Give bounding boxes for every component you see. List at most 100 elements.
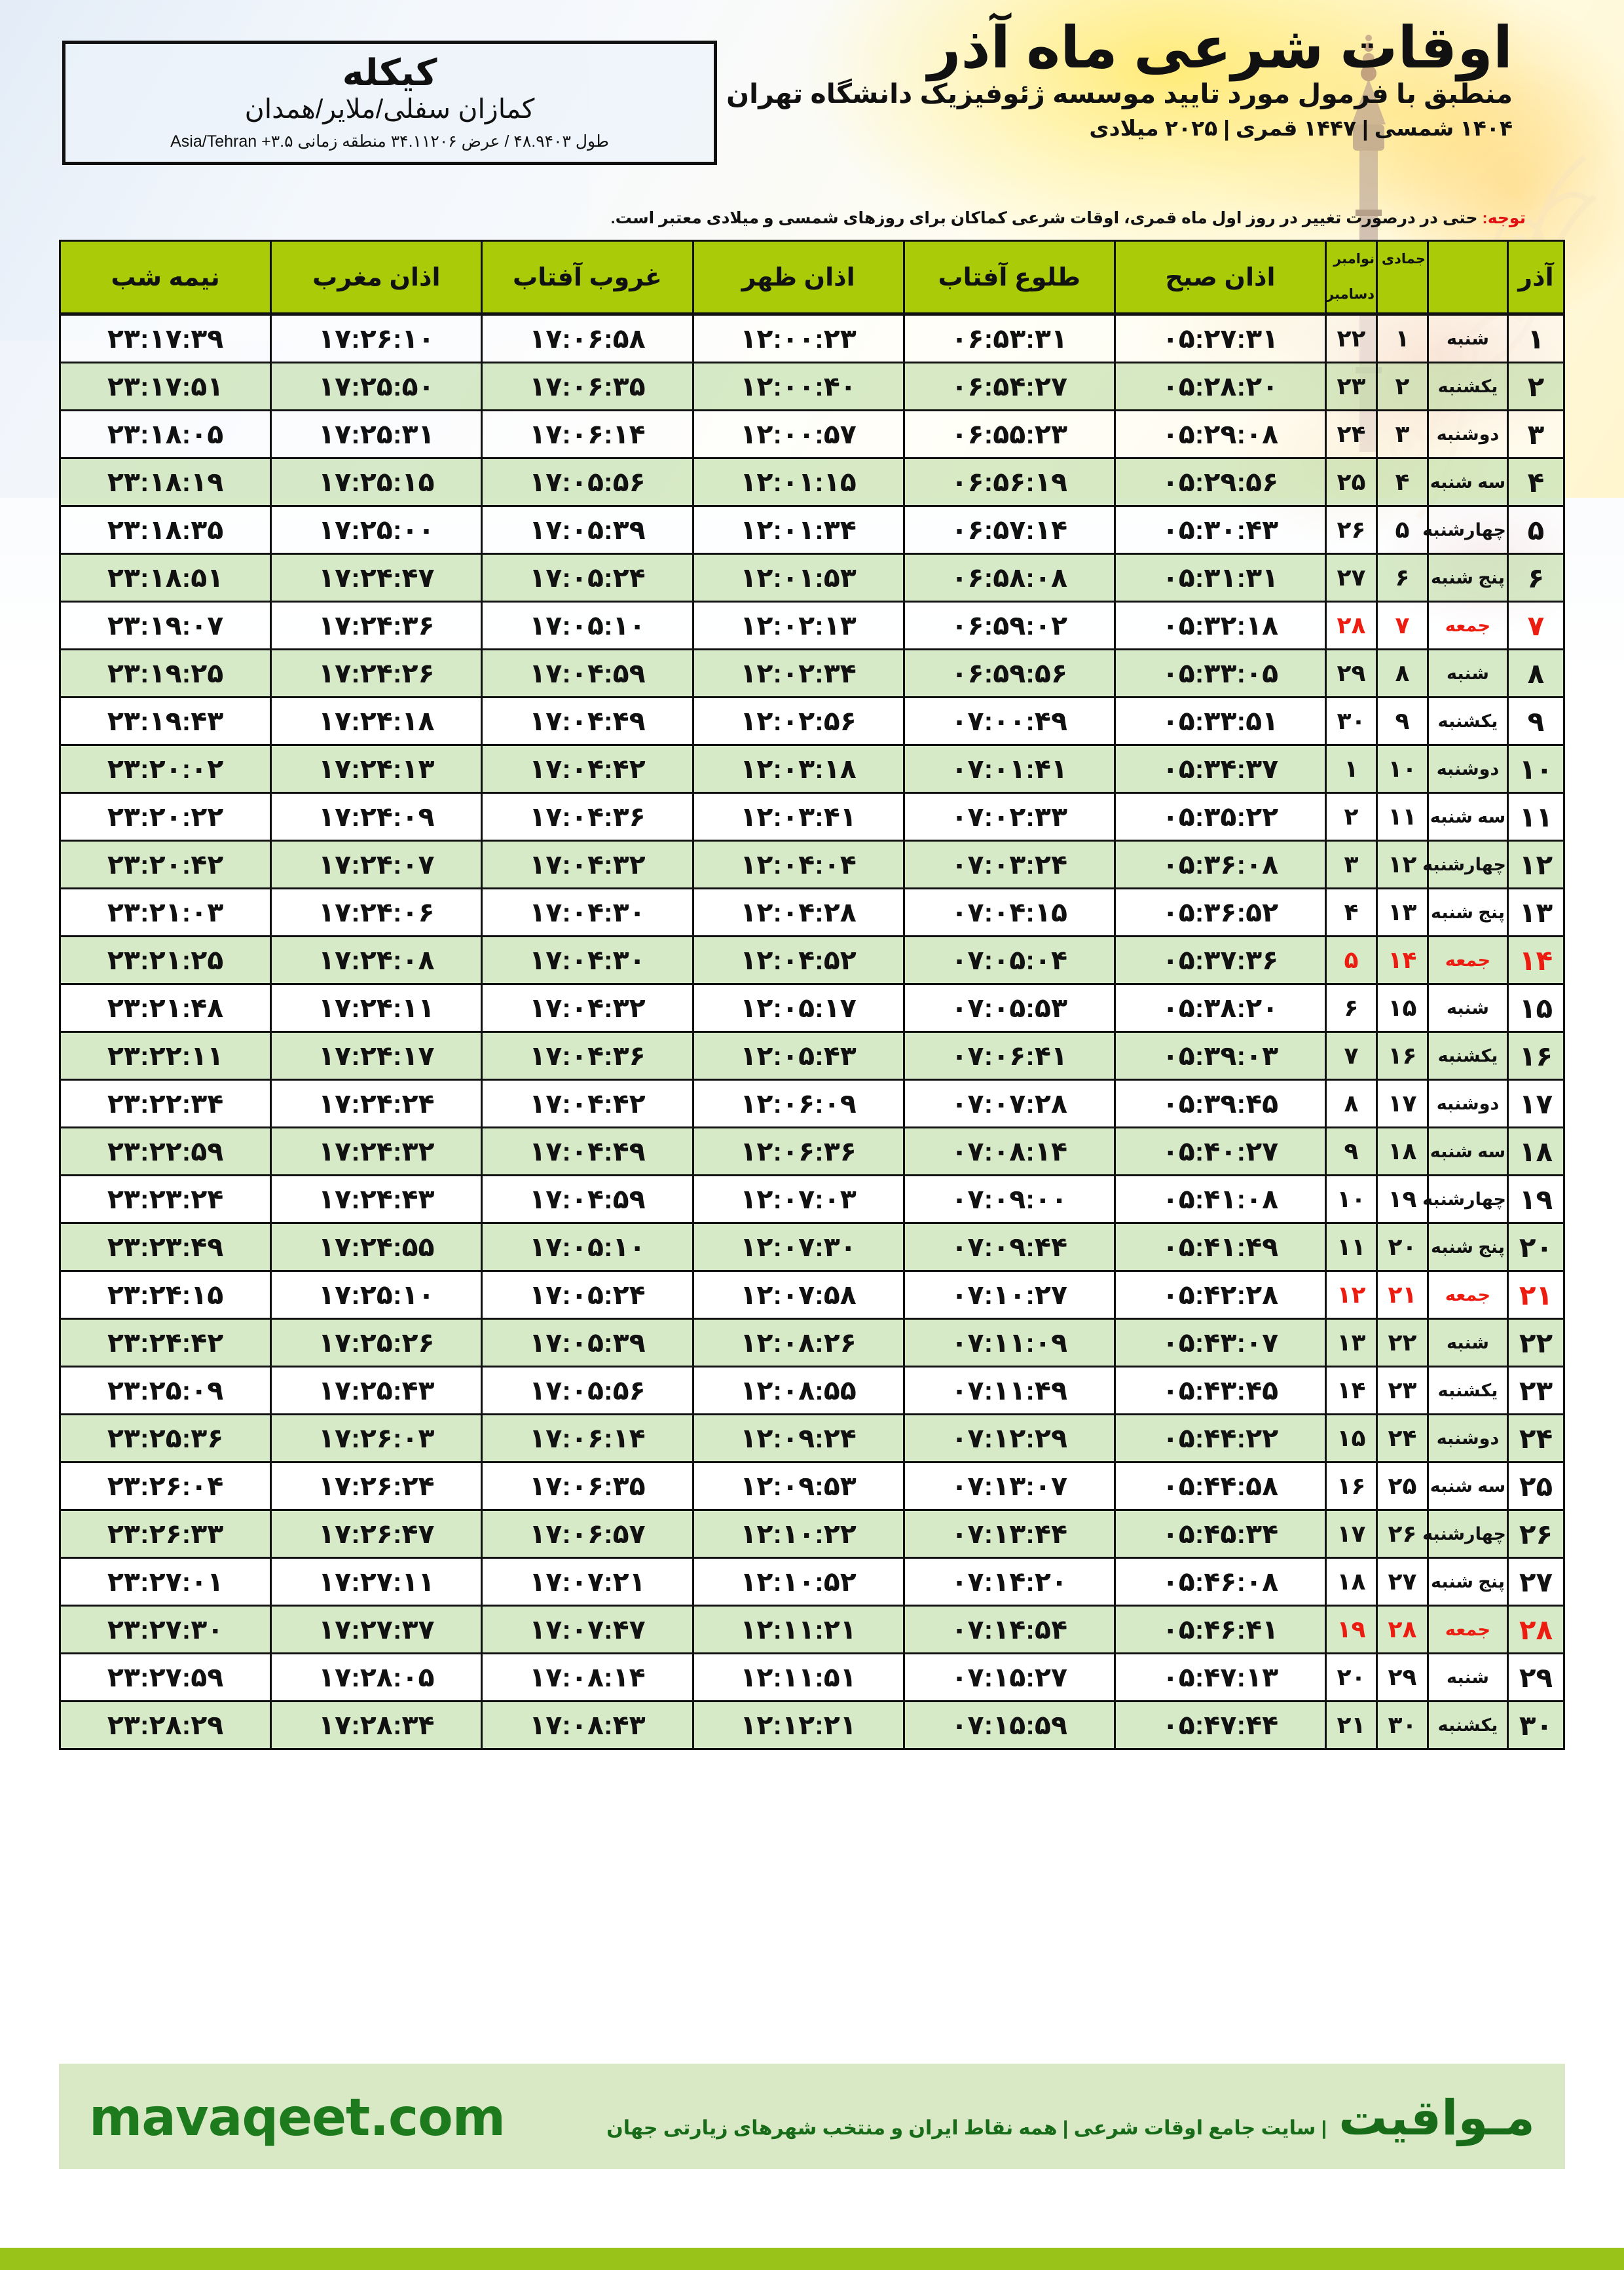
- table-cell-fajr: ۰۵:۴۰:۲۷: [1113, 1126, 1327, 1176]
- table-row[interactable]: ۱۰ دوشنبه ۱۰ ۱ ۰۵:۳۴:۳۷ ۰۷:۰۱:۴۱ ۱۲:۰۳:۱۸ ۱۷:۰۴…: [58, 744, 1565, 794]
- table-cell-sunrise: ۰۷:۰۰:۴۹: [902, 696, 1116, 746]
- table-cell-dhuhr: ۱۲:۰۱:۱۵: [692, 457, 905, 507]
- table-row[interactable]: ۸ شنبه ۸ ۲۹ ۰۵:۳۳:۰۵ ۰۶:۵۹:۵۶ ۱۲:۰۲:۳۴ ۱۷:۰۴:۵۹…: [58, 648, 1565, 698]
- col-header-sunset[interactable]: غروب آفتاب: [481, 240, 694, 316]
- table-cell-midnight: ۲۳:۲۰:۰۲: [58, 744, 272, 794]
- table-row[interactable]: ۲۹ شنبه ۲۹ ۲۰ ۰۵:۴۷:۱۳ ۰۷:۱۵:۲۷ ۱۲:۱۱:۵۱ ۱۷:۰۸:…: [58, 1652, 1565, 1702]
- table-body: ۱ شنبه ۱ ۲۲ ۰۵:۲۷:۳۱ ۰۶:۵۳:۳۱ ۱۲:۰۰:۲۳ ۱۷:۰۶:۵۸…: [58, 313, 1565, 1750]
- table-row[interactable]: ۲۳ یکشنبه ۲۳ ۱۴ ۰۵:۴۳:۴۵ ۰۷:۱۱:۴۹ ۱۲:۰۸:۵۵ ۱۷:۰…: [58, 1366, 1565, 1415]
- table-cell-weekday: چهارشنبه: [1422, 1174, 1509, 1224]
- footer-tagline: | سایت جامع اوقات شرعی | همه نقاط ایران …: [606, 2117, 1327, 2139]
- col-header-weekday[interactable]: [1427, 240, 1509, 316]
- col-header-gregorian[interactable]: نوامبر دسامبر: [1325, 240, 1378, 316]
- table-row[interactable]: ۷ جمعه ۷ ۲۸ ۰۵:۳۲:۱۸ ۰۶:۵۹:۰۲ ۱۲:۰۲:۱۳ ۱۷:۰۵:۱۰…: [58, 601, 1565, 650]
- table-cell-azar-day: ۳۰: [1507, 1700, 1565, 1750]
- table-row[interactable]: ۲۴ دوشنبه ۲۴ ۱۵ ۰۵:۴۴:۲۲ ۰۷:۱۲:۲۹ ۱۲:۰۹:۲۴ ۱۷:۰…: [58, 1413, 1565, 1463]
- table-cell-sunrise: ۰۷:۱۳:۴۴: [902, 1509, 1116, 1559]
- table-cell-azar-day: ۶: [1507, 553, 1565, 603]
- col-header-fajr[interactable]: اذان صبح: [1113, 240, 1327, 316]
- table-row[interactable]: ۱۲ چهارشنبه ۱۲ ۳ ۰۵:۳۶:۰۸ ۰۷:۰۳:۲۴ ۱۲:۰۴:۰۴ ۱۷:…: [58, 840, 1565, 889]
- table-cell-azar-day: ۱۰: [1507, 744, 1565, 794]
- table-header-row: آذر جمادی الثانی نوامبر دسامبر: [58, 240, 1565, 316]
- table-cell-hijri-day: ۱۴: [1376, 935, 1429, 985]
- table-cell-hijri-day: ۱۷: [1376, 1079, 1429, 1128]
- table-cell-dhuhr: ۱۲:۱۱:۵۱: [692, 1652, 905, 1702]
- table-cell-gregorian-day: ۲۶: [1325, 505, 1378, 555]
- table-row[interactable]: ۲۸ جمعه ۲۸ ۱۹ ۰۵:۴۶:۴۱ ۰۷:۱۴:۵۴ ۱۲:۱۱:۲۱ ۱۷:۰۷:…: [58, 1605, 1565, 1654]
- table-cell-azar-day: ۴: [1507, 457, 1565, 507]
- table-cell-midnight: ۲۳:۲۸:۲۹: [58, 1700, 272, 1750]
- table-cell-maghrib: ۱۷:۲۵:۵۰: [270, 362, 483, 411]
- table-cell-dhuhr: ۱۲:۰۴:۵۲: [692, 935, 905, 985]
- table-cell-maghrib: ۱۷:۲۶:۰۳: [270, 1413, 483, 1463]
- table-row[interactable]: ۲ یکشنبه ۲ ۲۳ ۰۵:۲۸:۲۰ ۰۶:۵۴:۲۷ ۱۲:۰۰:۴۰ ۱۷:۰۶:…: [58, 362, 1565, 411]
- table-row[interactable]: ۳۰ یکشنبه ۳۰ ۲۱ ۰۵:۴۷:۴۴ ۰۷:۱۵:۵۹ ۱۲:۱۲:۲۱ ۱۷:۰…: [58, 1700, 1565, 1750]
- table-row[interactable]: ۹ یکشنبه ۹ ۳۰ ۰۵:۳۳:۵۱ ۰۷:۰۰:۴۹ ۱۲:۰۲:۵۶ ۱۷:۰۴:…: [58, 696, 1565, 746]
- table-cell-dhuhr: ۱۲:۰۲:۱۳: [692, 601, 905, 650]
- table-cell-sunrise: ۰۷:۰۶:۴۱: [902, 1031, 1116, 1081]
- table-row[interactable]: ۳ دوشنبه ۳ ۲۴ ۰۵:۲۹:۰۸ ۰۶:۵۵:۲۳ ۱۲:۰۰:۵۷ ۱۷:۰۶:…: [58, 409, 1565, 459]
- table-cell-dhuhr: ۱۲:۰۰:۴۰: [692, 362, 905, 411]
- table-cell-azar-day: ۲۹: [1507, 1652, 1565, 1702]
- table-cell-azar-day: ۱۱: [1507, 792, 1565, 842]
- table-row[interactable]: ۲۵ سه شنبه ۲۵ ۱۶ ۰۵:۴۴:۵۸ ۰۷:۱۳:۰۷ ۱۲:۰۹:۵۳ ۱۷:…: [58, 1461, 1565, 1511]
- table-cell-midnight: ۲۳:۱۹:۲۵: [58, 648, 272, 698]
- col-header-sunrise[interactable]: طلوع آفتاب: [902, 240, 1116, 316]
- col-header-azar[interactable]: آذر: [1507, 240, 1565, 316]
- table-row[interactable]: ۱۹ چهارشنبه ۱۹ ۱۰ ۰۵:۴۱:۰۸ ۰۷:۰۹:۰۰ ۱۲:۰۷:۰۳ ۱۷…: [58, 1174, 1565, 1224]
- table-row[interactable]: ۱ شنبه ۱ ۲۲ ۰۵:۲۷:۳۱ ۰۶:۵۳:۳۱ ۱۲:۰۰:۲۳ ۱۷:۰۶:۵۸…: [58, 313, 1565, 363]
- table-cell-sunset: ۱۷:۰۵:۵۶: [481, 1366, 694, 1415]
- col-header-dhuhr[interactable]: اذان ظهر: [692, 240, 905, 316]
- table-row[interactable]: ۱۸ سه شنبه ۱۸ ۹ ۰۵:۴۰:۲۷ ۰۷:۰۸:۱۴ ۱۲:۰۶:۳۶ ۱۷:۰…: [58, 1126, 1565, 1176]
- table-cell-hijri-day: ۲۶: [1376, 1509, 1429, 1559]
- footer-domain[interactable]: mavaqeet.com: [89, 2088, 506, 2148]
- col-header-maghrib[interactable]: اذان مغرب: [270, 240, 483, 316]
- table-cell-dhuhr: ۱۲:۱۰:۲۲: [692, 1509, 905, 1559]
- table-cell-sunrise: ۰۶:۵۹:۵۶: [902, 648, 1116, 698]
- table-cell-azar-day: ۵: [1507, 505, 1565, 555]
- table-row[interactable]: ۵ چهارشنبه ۵ ۲۶ ۰۵:۳۰:۴۳ ۰۶:۵۷:۱۴ ۱۲:۰۱:۳۴ ۱۷:۰…: [58, 505, 1565, 555]
- table-cell-midnight: ۲۳:۲۱:۲۵: [58, 935, 272, 985]
- table-cell-maghrib: ۱۷:۲۴:۰۶: [270, 887, 483, 937]
- table-cell-hijri-day: ۱۸: [1376, 1126, 1429, 1176]
- table-cell-midnight: ۲۳:۲۷:۵۹: [58, 1652, 272, 1702]
- table-row[interactable]: ۲۱ جمعه ۲۱ ۱۲ ۰۵:۴۲:۲۸ ۰۷:۱۰:۲۷ ۱۲:۰۷:۵۸ ۱۷:۰۵:…: [58, 1270, 1565, 1320]
- table-cell-sunrise: ۰۶:۵۵:۲۳: [902, 409, 1116, 459]
- table-row[interactable]: ۱۷ دوشنبه ۱۷ ۸ ۰۵:۳۹:۴۵ ۰۷:۰۷:۲۸ ۱۲:۰۶:۰۹ ۱۷:۰۴…: [58, 1079, 1565, 1128]
- table-cell-weekday: سه شنبه: [1427, 1461, 1509, 1511]
- table-cell-dhuhr: ۱۲:۰۸:۵۵: [692, 1366, 905, 1415]
- table-row[interactable]: ۶ پنج شنبه ۶ ۲۷ ۰۵:۳۱:۳۱ ۰۶:۵۸:۰۸ ۱۲:۰۱:۵۳ ۱۷:۰…: [58, 553, 1565, 603]
- col-header-midnight[interactable]: نیمه شب: [58, 240, 272, 316]
- table-cell-gregorian-day: ۱۶: [1325, 1461, 1378, 1511]
- table-cell-fajr: ۰۵:۴۶:۴۱: [1113, 1605, 1327, 1654]
- table-cell-midnight: ۲۳:۲۲:۱۱: [58, 1031, 272, 1081]
- table-row[interactable]: ۱۳ پنج شنبه ۱۳ ۴ ۰۵:۳۶:۵۲ ۰۷:۰۴:۱۵ ۱۲:۰۴:۲۸ ۱۷:…: [58, 887, 1565, 937]
- col-header-hijri[interactable]: جمادی الثانی: [1338, 240, 1429, 316]
- table-cell-midnight: ۲۳:۲۱:۴۸: [58, 983, 272, 1033]
- table-row[interactable]: ۱۵ شنبه ۱۵ ۶ ۰۵:۳۸:۲۰ ۰۷:۰۵:۵۳ ۱۲:۰۵:۱۷ ۱۷:۰۴:۳…: [58, 983, 1565, 1033]
- table-cell-hijri-day: ۱۵: [1376, 983, 1429, 1033]
- table-cell-gregorian-day: ۱۸: [1325, 1557, 1378, 1607]
- table-cell-hijri-day: ۲۰: [1376, 1222, 1429, 1272]
- table-cell-maghrib: ۱۷:۲۵:۱۵: [270, 457, 483, 507]
- table-row[interactable]: ۲۷ پنج شنبه ۲۷ ۱۸ ۰۵:۴۶:۰۸ ۰۷:۱۴:۲۰ ۱۲:۱۰:۵۲ ۱۷…: [58, 1557, 1565, 1607]
- table-cell-weekday: شنبه: [1427, 313, 1509, 363]
- table-cell-hijri-day: ۲: [1376, 362, 1429, 411]
- table-cell-azar-day: ۱: [1507, 313, 1565, 363]
- table-row[interactable]: ۲۶ چهارشنبه ۲۶ ۱۷ ۰۵:۴۵:۳۴ ۰۷:۱۳:۴۴ ۱۲:۱۰:۲۲ ۱۷…: [58, 1509, 1565, 1559]
- table-row[interactable]: ۲۰ پنج شنبه ۲۰ ۱۱ ۰۵:۴۱:۴۹ ۰۷:۰۹:۴۴ ۱۲:۰۷:۳۰ ۱۷…: [58, 1222, 1565, 1272]
- table-cell-hijri-day: ۲۵: [1376, 1461, 1429, 1511]
- table-row[interactable]: ۲۲ شنبه ۲۲ ۱۳ ۰۵:۴۳:۰۷ ۰۷:۱۱:۰۹ ۱۲:۰۸:۲۶ ۱۷:۰۵:…: [58, 1318, 1565, 1368]
- table-cell-weekday: چهارشنبه: [1422, 840, 1509, 889]
- table-row[interactable]: ۱۶ یکشنبه ۱۶ ۷ ۰۵:۳۹:۰۳ ۰۷:۰۶:۴۱ ۱۲:۰۵:۴۳ ۱۷:۰۴…: [58, 1031, 1565, 1081]
- table-row[interactable]: ۱۴ جمعه ۱۴ ۵ ۰۵:۳۷:۳۶ ۰۷:۰۵:۰۴ ۱۲:۰۴:۵۲ ۱۷:۰۴:۳…: [58, 935, 1565, 985]
- table-cell-sunset: ۱۷:۰۵:۲۴: [481, 1270, 694, 1320]
- table-cell-azar-day: ۲۳: [1507, 1366, 1565, 1415]
- table-cell-fajr: ۰۵:۴۱:۴۹: [1113, 1222, 1327, 1272]
- table-cell-dhuhr: ۱۲:۰۳:۴۱: [692, 792, 905, 842]
- table-row[interactable]: ۴ سه شنبه ۴ ۲۵ ۰۵:۲۹:۵۶ ۰۶:۵۶:۱۹ ۱۲:۰۱:۱۵ ۱۷:۰۵…: [58, 457, 1565, 507]
- table-row[interactable]: ۱۱ سه شنبه ۱۱ ۲ ۰۵:۳۵:۲۲ ۰۷:۰۲:۳۳ ۱۲:۰۳:۴۱ ۱۷:۰…: [58, 792, 1565, 842]
- table-cell-gregorian-day: ۱۷: [1325, 1509, 1378, 1559]
- table-cell-azar-day: ۱۲: [1507, 840, 1565, 889]
- table-cell-maghrib: ۱۷:۲۷:۱۱: [270, 1557, 483, 1607]
